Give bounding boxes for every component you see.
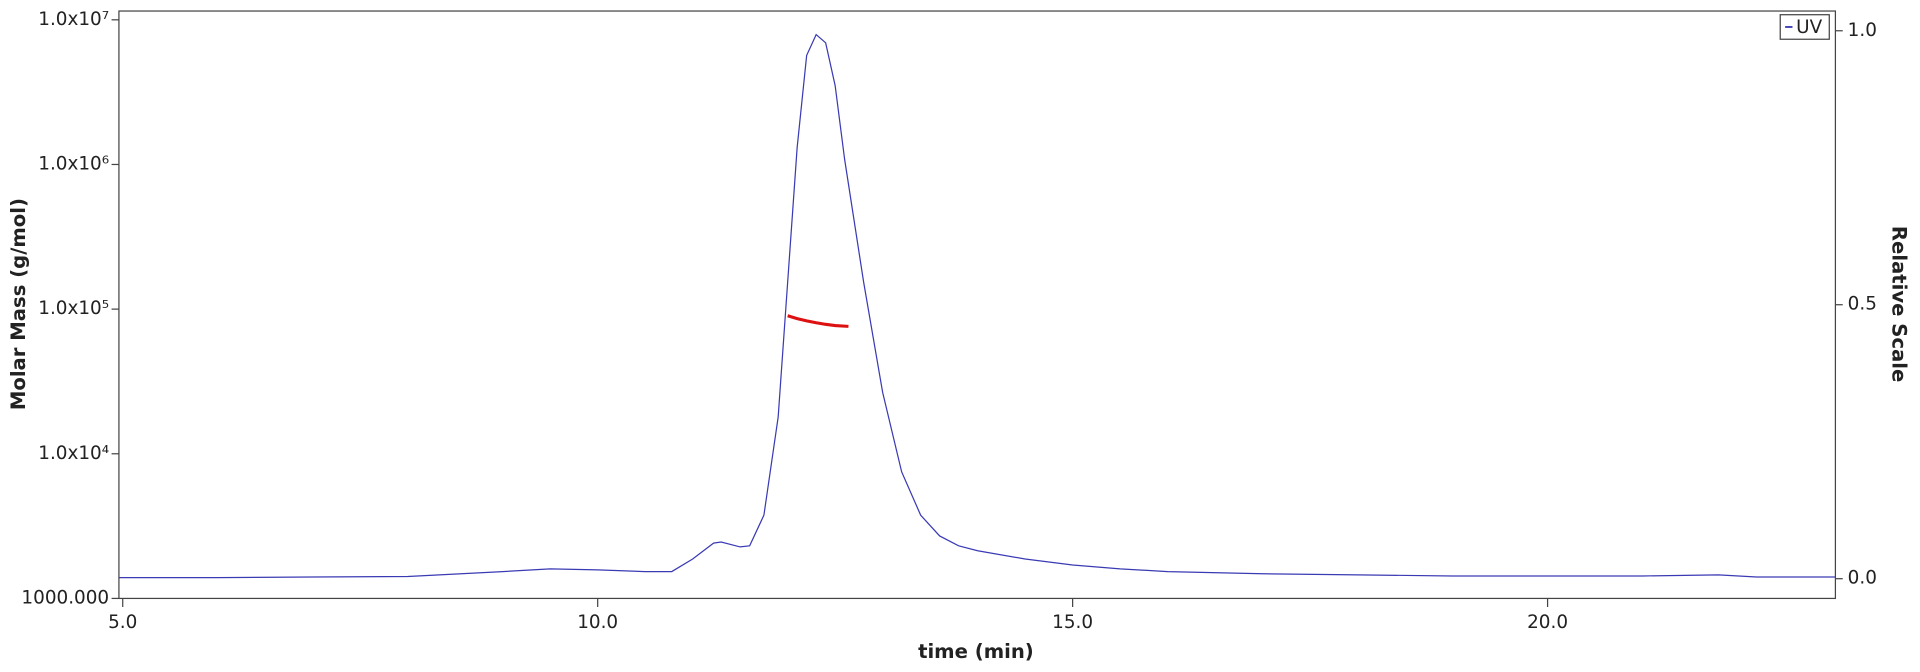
- plot-frame: [118, 10, 1837, 600]
- series-line: [787, 314, 849, 328]
- y-tick-label: 1.0x10⁵: [38, 298, 109, 319]
- series-line: [118, 33, 1836, 579]
- x-tick-label: 20.0: [1527, 612, 1568, 633]
- x-tick-label: 5.0: [108, 612, 137, 633]
- y2-tick-label: 0.0: [1848, 568, 1877, 589]
- y-tick-label: 1.0x10⁴: [38, 443, 109, 464]
- legend-label: UV: [1796, 17, 1822, 38]
- y2-tick-label: 1.0: [1848, 20, 1877, 41]
- y-axis-label: Molar Mass (g/mol): [7, 198, 30, 410]
- x-axis-label: time (min): [918, 640, 1034, 663]
- y-tick-label: 1000.000: [21, 587, 109, 608]
- y2-axis-label: Relative Scale: [1887, 226, 1910, 382]
- y2-tick-label: 0.5: [1848, 294, 1877, 315]
- y-tick-label: 1.0x10⁷: [38, 9, 109, 30]
- x-tick-label: 15.0: [1052, 612, 1093, 633]
- x-tick-label: 10.0: [577, 612, 618, 633]
- y-tick-label: 1.0x10⁶: [38, 153, 109, 174]
